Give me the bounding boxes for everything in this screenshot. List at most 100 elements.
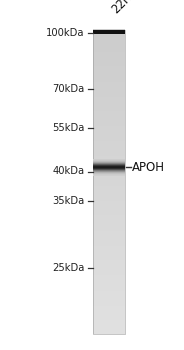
Bar xyxy=(93,173,125,174)
Bar xyxy=(93,130,125,131)
Bar xyxy=(93,76,125,77)
Bar xyxy=(93,250,125,251)
Bar xyxy=(93,35,125,37)
Bar xyxy=(93,83,125,85)
Bar xyxy=(93,137,125,138)
Bar xyxy=(93,106,125,107)
Text: 55kDa: 55kDa xyxy=(52,123,85,133)
Bar xyxy=(93,294,125,296)
Bar xyxy=(93,122,125,123)
Bar xyxy=(93,218,125,219)
Bar xyxy=(93,234,125,236)
Bar xyxy=(93,154,125,156)
Bar xyxy=(93,240,125,242)
Bar xyxy=(93,166,125,168)
Bar xyxy=(93,291,125,293)
Bar xyxy=(93,156,125,158)
Bar xyxy=(93,153,125,155)
Bar xyxy=(93,174,125,175)
Bar xyxy=(93,226,125,228)
Bar xyxy=(93,202,125,203)
Bar xyxy=(93,88,125,90)
Bar xyxy=(93,124,125,125)
Bar xyxy=(93,150,125,152)
Bar xyxy=(93,114,125,115)
Bar xyxy=(93,247,125,248)
Bar xyxy=(93,303,125,305)
Text: APOH: APOH xyxy=(132,161,164,174)
Bar xyxy=(93,224,125,226)
Bar xyxy=(93,279,125,280)
Bar xyxy=(93,214,125,216)
Bar xyxy=(93,327,125,328)
Bar xyxy=(93,164,125,166)
Bar xyxy=(93,141,125,142)
Bar xyxy=(93,184,125,185)
Bar xyxy=(93,85,125,86)
Bar xyxy=(93,324,125,325)
Bar xyxy=(93,292,125,294)
Bar xyxy=(93,64,125,65)
Bar xyxy=(93,34,125,35)
Bar xyxy=(93,84,125,85)
Bar xyxy=(93,260,125,261)
Bar xyxy=(93,135,125,136)
Bar xyxy=(93,127,125,128)
Bar xyxy=(93,268,125,269)
Bar xyxy=(93,267,125,268)
Bar xyxy=(93,201,125,202)
Bar xyxy=(93,284,125,286)
Bar xyxy=(93,332,125,333)
Bar xyxy=(93,208,125,209)
Bar xyxy=(93,251,125,252)
Bar xyxy=(93,330,125,331)
Bar xyxy=(93,286,125,288)
Bar xyxy=(93,212,125,214)
Bar xyxy=(93,90,125,92)
Bar xyxy=(93,142,125,144)
Bar xyxy=(93,30,125,334)
Bar xyxy=(93,213,125,215)
Bar xyxy=(93,118,125,119)
Bar xyxy=(93,159,125,161)
Bar xyxy=(93,63,125,64)
Bar xyxy=(93,308,125,309)
Bar xyxy=(93,52,125,53)
Bar xyxy=(93,73,125,75)
Bar xyxy=(93,62,125,63)
Bar xyxy=(93,37,125,39)
Bar xyxy=(93,233,125,235)
Bar xyxy=(93,44,125,46)
Bar xyxy=(93,222,125,224)
Bar xyxy=(93,74,125,76)
Bar xyxy=(93,104,125,105)
Bar xyxy=(93,128,125,129)
Text: 25kDa: 25kDa xyxy=(52,263,85,273)
Bar xyxy=(93,126,125,127)
Bar xyxy=(93,146,125,147)
Bar xyxy=(93,106,125,108)
Bar xyxy=(93,77,125,78)
Bar xyxy=(93,194,125,195)
Bar xyxy=(93,147,125,148)
Bar xyxy=(93,71,125,72)
Bar xyxy=(93,306,125,307)
Bar xyxy=(93,261,125,262)
Bar xyxy=(93,97,125,99)
Bar xyxy=(93,181,125,182)
Bar xyxy=(93,136,125,137)
Bar xyxy=(93,302,125,304)
Bar xyxy=(93,317,125,318)
Bar xyxy=(93,270,125,271)
Bar xyxy=(93,258,125,259)
Bar xyxy=(93,193,125,194)
Bar xyxy=(93,178,125,180)
Bar xyxy=(93,48,125,49)
Bar xyxy=(93,199,125,200)
Bar xyxy=(93,326,125,327)
Bar xyxy=(93,221,125,223)
Bar xyxy=(93,216,125,217)
Bar xyxy=(93,99,125,101)
Bar xyxy=(93,172,125,173)
Bar xyxy=(93,163,125,165)
